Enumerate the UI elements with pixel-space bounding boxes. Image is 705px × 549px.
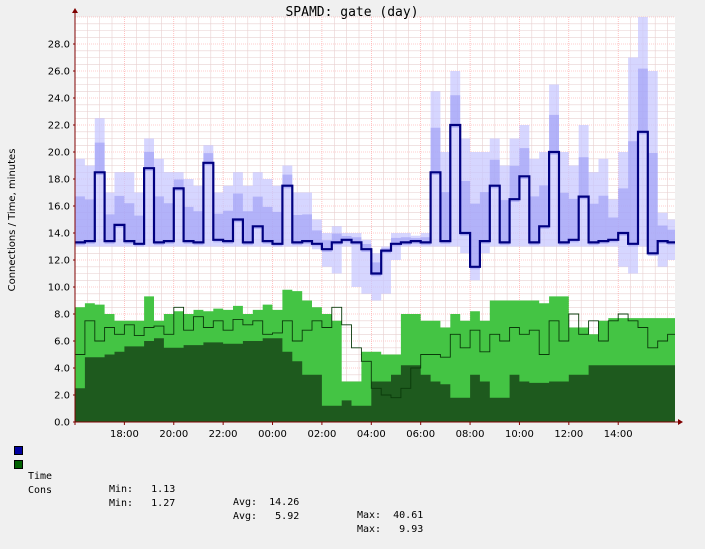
x-tick-label: 06:00: [406, 429, 435, 440]
x-tick-label: 08:00: [456, 429, 485, 440]
cons-lower-area: [75, 338, 675, 422]
time-min-label: Min:: [109, 484, 134, 495]
x-tick-label: 10:00: [505, 429, 534, 440]
time-min-value: 1.13: [151, 484, 176, 495]
legend-item-cons: Cons Min: 1.27 Avg: 5.92 Max: 9.93: [14, 458, 423, 535]
y-axis-arrow: [72, 8, 78, 13]
legend-swatch-cons: [14, 460, 23, 469]
time-series-layer: [75, 17, 675, 301]
cons-avg-value: 5.92: [275, 511, 300, 522]
y-tick-label: 0.0: [54, 418, 70, 429]
y-tick-label: 24.0: [48, 94, 70, 105]
time-max-value: 40.61: [393, 510, 424, 521]
cons-min-value: 1.27: [151, 498, 176, 509]
chart-title: SPAMD: gate (day): [285, 5, 418, 20]
y-tick-label: 22.0: [48, 121, 70, 132]
cons-max-label: Max:: [357, 524, 382, 535]
legend-swatch-time: [14, 446, 23, 455]
x-tick-label: 04:00: [357, 429, 386, 440]
time-series-line: [75, 123, 675, 275]
x-tick-label: 14:00: [604, 429, 633, 440]
x-tick-label: 00:00: [258, 429, 287, 440]
cons-avg-label: Avg:: [233, 511, 258, 522]
legend-label-cons: Cons: [28, 485, 53, 496]
axes: [72, 8, 683, 425]
cons-series-layer: [75, 289, 675, 422]
y-axis-label: Connections / Time, minutes: [7, 149, 18, 292]
y-tick-label: 16.0: [48, 202, 70, 213]
time-max-label: Max:: [357, 510, 382, 521]
y-tick-label: 14.0: [48, 229, 70, 240]
legend-label-time: Time: [28, 471, 53, 482]
time-avg-label: Avg:: [233, 497, 258, 508]
y-tick-label: 10.0: [48, 283, 70, 294]
time-avg-value: 14.26: [269, 497, 300, 508]
cons-series-line: [75, 306, 675, 399]
y-tick-label: 2.0: [54, 391, 70, 402]
cons-max-value: 9.93: [399, 524, 424, 535]
cons-min-label: Min:: [109, 498, 134, 509]
x-tick-labels: 18:00 20:00 22:00 00:00 02:00 04:00 06:00 08:00…: [110, 422, 633, 440]
y-tick-label: 12.0: [48, 256, 70, 267]
x-tick-label: 20:00: [159, 429, 188, 440]
y-tick-label: 18.0: [48, 175, 70, 186]
x-tick-label: 18:00: [110, 429, 139, 440]
y-tick-labels: 0.0 2.0 4.0 6.0 8.0 10.0 12.0 14.0 16.0 18.0 20.0 2…: [48, 40, 75, 429]
legend-item-time: Time Min: 1.13 Avg: 14.26 Max: 40.61: [14, 444, 423, 521]
time-avg-band: [75, 68, 675, 277]
y-tick-label: 20.0: [48, 148, 70, 159]
x-axis-arrow: [678, 419, 683, 425]
y-tick-label: 8.0: [54, 310, 70, 321]
x-tick-label: 22:00: [209, 429, 238, 440]
x-tick-label: 12:00: [554, 429, 583, 440]
y-tick-label: 6.0: [54, 337, 70, 348]
y-tick-label: 28.0: [48, 40, 70, 51]
chart-svg: 0.0 2.0 4.0 6.0 8.0 10.0 12.0 14.0 16.0 18.0 20.0 2…: [7, 5, 683, 440]
x-tick-label: 02:00: [307, 429, 336, 440]
y-tick-label: 4.0: [54, 364, 70, 375]
y-tick-label: 26.0: [48, 67, 70, 78]
chart-root: 0.0 2.0 4.0 6.0 8.0 10.0 12.0 14.0 16.0 18.0 20.0 2…: [7, 5, 683, 535]
